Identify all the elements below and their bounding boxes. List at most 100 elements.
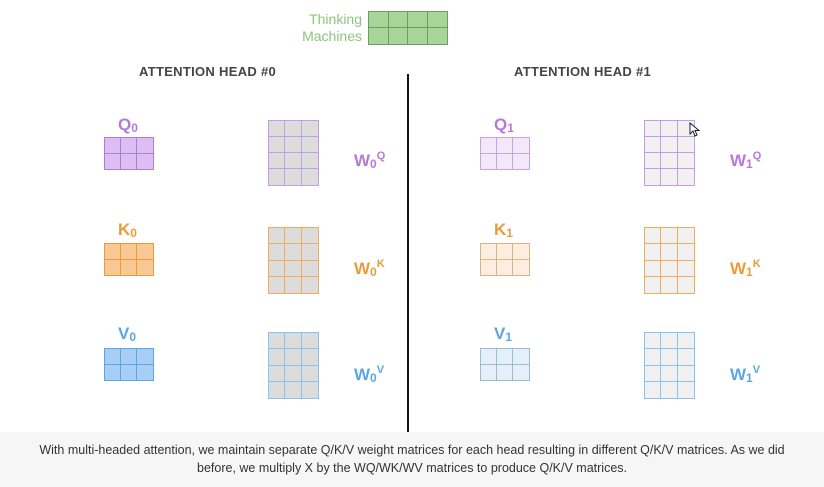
matrix-cell — [497, 138, 513, 154]
matrix-cell — [105, 244, 121, 260]
matrix-cell — [428, 28, 448, 44]
input-matrix-x — [368, 11, 448, 45]
matrix-cell — [121, 138, 137, 154]
matrix-cell — [269, 244, 286, 261]
matrix-cell — [301, 244, 318, 261]
matrix-cell — [408, 12, 428, 28]
v1-label: V1 — [494, 324, 513, 344]
matrix-cell — [269, 260, 286, 277]
matrix-cell — [645, 333, 662, 350]
matrix-cell — [285, 260, 302, 277]
matrix-cell — [661, 228, 678, 245]
wv0-matrix — [268, 332, 319, 399]
wq0-matrix — [268, 120, 319, 186]
matrix-cell — [121, 364, 137, 380]
matrix-cell — [388, 12, 408, 28]
matrix-cell — [301, 349, 318, 366]
matrix-cell — [661, 349, 678, 366]
k0-matrix — [104, 243, 154, 276]
matrix-cell — [285, 153, 302, 169]
k1-matrix — [480, 243, 530, 276]
matrix-cell — [645, 153, 662, 169]
matrix-cell — [645, 244, 662, 261]
matrix-cell — [677, 366, 694, 382]
matrix-cell — [497, 153, 513, 169]
input-label-line1: Thinking — [309, 11, 362, 27]
matrix-cell — [481, 138, 497, 154]
matrix-cell — [645, 276, 662, 293]
matrix-cell — [677, 137, 694, 153]
matrix-cell — [513, 138, 529, 154]
matrix-cell — [661, 260, 678, 277]
head-0-title: ATTENTION HEAD #0 — [139, 64, 277, 79]
matrix-cell — [677, 349, 694, 366]
matrix-cell — [369, 12, 389, 28]
matrix-cell — [285, 137, 302, 153]
matrix-cell — [269, 153, 286, 169]
matrix-cell — [285, 121, 302, 137]
matrix-cell — [645, 260, 662, 277]
matrix-cell — [269, 276, 286, 293]
matrix-cell — [269, 121, 286, 137]
matrix-cell — [389, 28, 408, 44]
matrix-cell — [678, 277, 694, 293]
matrix-cell — [661, 153, 678, 169]
matrix-cell — [481, 349, 497, 365]
matrix-cell — [645, 121, 662, 137]
matrix-cell — [645, 365, 662, 382]
matrix-cell — [269, 228, 286, 245]
matrix-cell — [105, 259, 121, 275]
matrix-cell — [285, 228, 302, 245]
caption-bar — [0, 432, 824, 487]
input-label: Thinking Machines — [270, 11, 362, 45]
matrix-cell — [285, 276, 302, 293]
matrix-cell — [678, 169, 694, 185]
matrix-cell — [285, 333, 302, 350]
wv0-label: W0V — [354, 364, 385, 385]
matrix-cell — [677, 228, 694, 245]
matrix-cell — [285, 169, 302, 185]
matrix-cell — [301, 333, 318, 350]
matrix-cell — [661, 244, 678, 261]
matrix-cell — [481, 244, 497, 260]
matrix-cell — [302, 169, 318, 185]
matrix-cell — [661, 137, 678, 153]
matrix-cell — [121, 349, 137, 365]
v0-label: V0 — [118, 324, 137, 344]
matrix-cell — [301, 153, 318, 169]
v1-matrix — [480, 348, 530, 381]
matrix-cell — [677, 244, 694, 261]
matrix-cell — [481, 259, 497, 275]
matrix-cell — [137, 260, 153, 276]
matrix-cell — [513, 365, 529, 381]
matrix-cell — [269, 137, 286, 153]
matrix-cell — [137, 138, 153, 154]
matrix-cell — [121, 259, 137, 275]
wv1-label: W1V — [730, 364, 761, 385]
matrix-cell — [121, 244, 137, 260]
matrix-cell — [301, 228, 318, 245]
wk1-matrix — [644, 227, 695, 294]
matrix-cell — [661, 333, 678, 350]
wk1-label: W1K — [730, 258, 761, 279]
matrix-cell — [645, 169, 662, 185]
matrix-cell — [105, 153, 121, 169]
matrix-cell — [497, 259, 513, 275]
matrix-cell — [269, 381, 286, 398]
wk0-label: W0K — [354, 258, 385, 279]
matrix-cell — [427, 12, 447, 28]
matrix-cell — [137, 154, 153, 170]
matrix-cell — [678, 382, 694, 398]
matrix-cell — [497, 364, 513, 380]
q0-label: Q0 — [118, 115, 138, 135]
matrix-cell — [301, 261, 318, 277]
k1-label: K1 — [494, 220, 513, 240]
matrix-cell — [137, 365, 153, 381]
wq1-label: W1Q — [730, 150, 762, 171]
matrix-cell — [677, 261, 694, 277]
matrix-cell — [513, 349, 529, 365]
matrix-cell — [408, 28, 428, 44]
head-1-title: ATTENTION HEAD #1 — [514, 64, 652, 79]
matrix-cell — [121, 153, 137, 169]
wq0-label: W0Q — [354, 150, 386, 171]
